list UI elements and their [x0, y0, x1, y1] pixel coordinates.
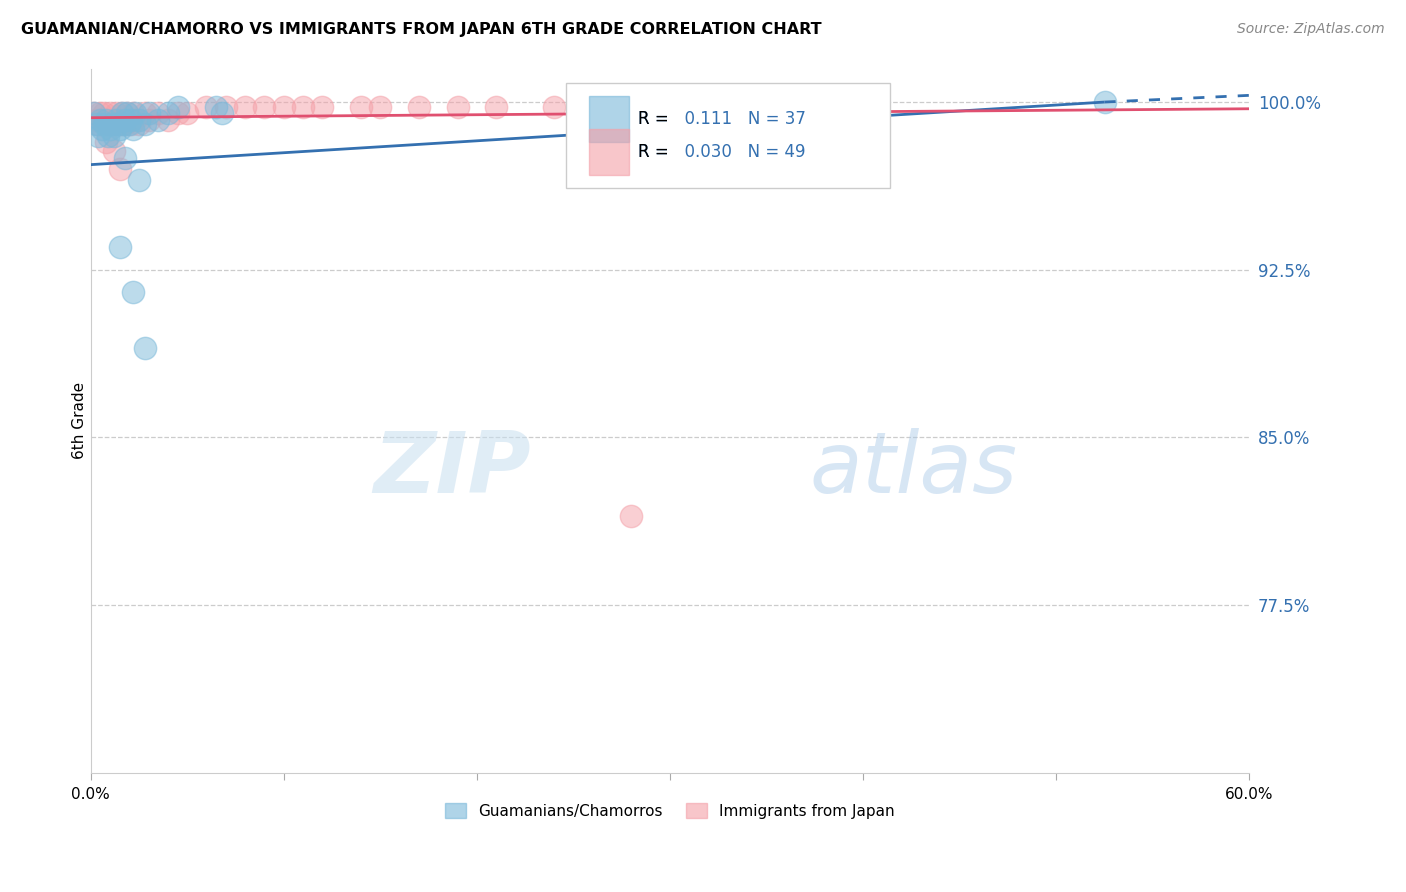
FancyBboxPatch shape [589, 96, 630, 142]
Point [89, 112, 111, 127]
Point [148, 112, 170, 127]
Point [108, 117, 131, 131]
Text: ZIP: ZIP [374, 428, 531, 511]
Point [195, 99, 218, 113]
Text: R =   0.030   N = 49: R = 0.030 N = 49 [637, 143, 806, 161]
Point [408, 99, 430, 113]
Point [122, 285, 145, 299]
Point [148, 106, 170, 120]
Point [98, 106, 121, 120]
Point [620, 508, 643, 523]
Point [543, 99, 565, 113]
Point [114, 151, 136, 165]
Point [108, 121, 131, 136]
Point [233, 99, 256, 113]
Point [211, 106, 233, 120]
Point [110, 106, 132, 120]
Point [134, 341, 156, 355]
Point [97, 128, 120, 143]
Point [134, 117, 156, 131]
Point [108, 162, 131, 177]
Point [108, 240, 131, 254]
Point [120, 117, 142, 131]
Point [114, 112, 136, 127]
Point [114, 117, 136, 131]
Legend: Guamanians/Chamorros, Immigrants from Japan: Guamanians/Chamorros, Immigrants from Ja… [439, 797, 901, 825]
Text: R =: R = [637, 143, 673, 161]
Point [112, 112, 135, 127]
Point [93, 117, 115, 131]
Point [110, 106, 132, 120]
Point [101, 117, 124, 131]
Point [89, 106, 111, 120]
Point [446, 99, 468, 113]
Point [311, 99, 333, 113]
Point [122, 106, 145, 120]
Point [101, 112, 124, 127]
Point [215, 99, 238, 113]
Point [83, 106, 105, 120]
Point [107, 112, 129, 127]
Point [205, 99, 228, 113]
Point [103, 145, 125, 159]
Point [176, 106, 198, 120]
Point [103, 117, 125, 131]
Point [103, 128, 125, 143]
Point [98, 121, 121, 136]
Point [91, 121, 114, 136]
Point [156, 106, 179, 120]
Point [118, 112, 141, 127]
Point [134, 106, 156, 120]
Point [112, 117, 135, 131]
Point [253, 99, 276, 113]
Point [166, 106, 188, 120]
Text: R =: R = [637, 111, 673, 128]
Point [156, 112, 179, 127]
Point [83, 106, 105, 120]
Point [91, 112, 114, 127]
Point [87, 117, 110, 131]
Point [128, 173, 150, 187]
Point [86, 112, 108, 127]
Point [128, 112, 150, 127]
Point [368, 99, 391, 113]
Text: atlas: atlas [808, 428, 1017, 511]
Text: GUAMANIAN/CHAMORRO VS IMMIGRANTS FROM JAPAN 6TH GRADE CORRELATION CHART: GUAMANIAN/CHAMORRO VS IMMIGRANTS FROM JA… [21, 22, 821, 37]
Point [1094, 95, 1116, 109]
Point [122, 121, 145, 136]
Point [104, 106, 127, 120]
Point [93, 106, 115, 120]
Point [94, 136, 117, 150]
Point [292, 99, 315, 113]
Point [659, 99, 682, 113]
Point [117, 106, 139, 120]
Point [87, 128, 110, 143]
Point [124, 106, 146, 120]
Point [166, 99, 188, 113]
Text: Source: ZipAtlas.com: Source: ZipAtlas.com [1237, 22, 1385, 37]
Point [94, 112, 117, 127]
Point [120, 112, 142, 127]
Point [350, 99, 373, 113]
FancyBboxPatch shape [565, 83, 890, 188]
Text: R =   0.111   N = 37: R = 0.111 N = 37 [637, 111, 806, 128]
Point [813, 99, 835, 113]
Point [128, 117, 150, 131]
Point [717, 99, 740, 113]
Point [94, 112, 117, 127]
Point [107, 117, 129, 131]
Point [124, 112, 146, 127]
Point [86, 117, 108, 131]
FancyBboxPatch shape [589, 128, 630, 175]
Point [118, 117, 141, 131]
Y-axis label: 6th Grade: 6th Grade [72, 382, 87, 459]
Point [138, 112, 160, 127]
Point [138, 106, 160, 120]
Point [104, 112, 127, 127]
Point [273, 99, 295, 113]
Point [485, 99, 508, 113]
Point [117, 106, 139, 120]
Point [97, 117, 120, 131]
Point [600, 99, 623, 113]
